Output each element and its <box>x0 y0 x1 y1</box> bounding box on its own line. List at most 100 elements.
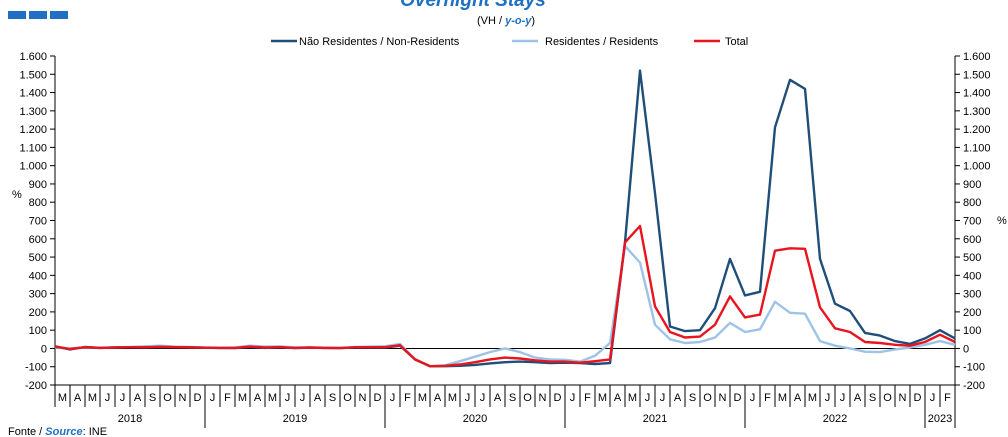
corner-logo-bars <box>8 11 68 19</box>
y-tick-label-left: 1.300 <box>19 106 47 118</box>
y-tick-label-right: 300 <box>963 289 981 301</box>
source-note: Fonte / Source: INE <box>8 426 107 437</box>
month-label: J <box>570 392 576 404</box>
y-tick-label-left: 1.100 <box>19 142 47 154</box>
month-label: A <box>614 392 622 404</box>
month-label: A <box>74 392 82 404</box>
month-label: F <box>764 392 771 404</box>
month-label: N <box>719 392 727 404</box>
y-tick-label-left: 900 <box>29 179 47 191</box>
month-label: O <box>703 392 712 404</box>
y-tick-label-left: 600 <box>29 234 47 246</box>
y-tick-label-left: 1.400 <box>19 88 47 100</box>
month-label: M <box>808 392 817 404</box>
y-tick-label-right: -100 <box>963 362 985 374</box>
year-label: 2020 <box>463 413 487 425</box>
month-label: S <box>149 392 156 404</box>
month-label: J <box>210 392 216 404</box>
y-tick-label-right: 200 <box>963 307 981 319</box>
month-label: A <box>854 392 862 404</box>
month-label: S <box>689 392 696 404</box>
y-tick-label-right: 100 <box>963 325 981 337</box>
y-tick-label-right: 1.100 <box>963 142 991 154</box>
y-tick-label-right: 500 <box>963 252 981 264</box>
month-label: D <box>914 392 922 404</box>
series-line-2 <box>54 224 956 368</box>
y-tick-label-left: 100 <box>29 325 47 337</box>
legend-label: Residentes / Residents <box>545 36 659 48</box>
year-label: 2018 <box>118 413 142 425</box>
month-label: J <box>465 392 471 404</box>
y-tick-label-left: 300 <box>29 289 47 301</box>
series-line-0 <box>54 69 956 368</box>
axes: -200 -200 -100 -100 0 0 100 100 200 200 300 300 400 4… <box>19 51 991 428</box>
month-label: M <box>268 392 277 404</box>
y-tick-label-right: 1.500 <box>963 69 991 81</box>
y-tick-label-right: 900 <box>963 179 981 191</box>
y-tick-label-left: 0 <box>41 343 47 355</box>
month-label: A <box>494 392 502 404</box>
month-label: F <box>224 392 231 404</box>
y-tick-label-left: 1.600 <box>19 51 47 63</box>
month-label: F <box>584 392 591 404</box>
y-tick-label-left: -100 <box>25 362 47 374</box>
year-label: 2021 <box>643 413 667 425</box>
y-tick-label-left: 800 <box>29 197 47 209</box>
month-label: J <box>660 392 666 404</box>
month-label: D <box>734 392 742 404</box>
month-label: J <box>645 392 651 404</box>
month-label: A <box>134 392 142 404</box>
month-label: J <box>930 392 936 404</box>
month-label: A <box>434 392 442 404</box>
y-axis-label-right: % <box>997 215 1007 227</box>
month-label: M <box>238 392 247 404</box>
y-tick-label-left: 1.500 <box>19 69 47 81</box>
month-label: F <box>944 392 951 404</box>
month-label: S <box>329 392 336 404</box>
month-label: J <box>105 392 111 404</box>
month-label: O <box>163 392 172 404</box>
month-label: J <box>480 392 486 404</box>
y-tick-label-left: 700 <box>29 216 47 228</box>
month-label: J <box>300 392 306 404</box>
month-label: S <box>869 392 876 404</box>
chart-title: Overnight Stays <box>400 0 546 11</box>
month-label: M <box>58 392 67 404</box>
month-label: M <box>448 392 457 404</box>
month-label: J <box>825 392 831 404</box>
y-tick-label-left: 1.000 <box>19 161 47 173</box>
y-tick-label-right: 400 <box>963 270 981 282</box>
month-label: D <box>374 392 382 404</box>
y-axis-label: % <box>12 189 22 201</box>
legend-label: Total <box>725 36 748 48</box>
year-label: 2023 <box>928 413 952 425</box>
month-label: S <box>509 392 516 404</box>
month-label: M <box>598 392 607 404</box>
month-label: O <box>883 392 892 404</box>
month-label: N <box>539 392 547 404</box>
month-label: J <box>120 392 126 404</box>
month-label: M <box>418 392 427 404</box>
y-tick-label-right: 1.000 <box>963 161 991 173</box>
month-label: N <box>899 392 907 404</box>
y-tick-label-right: 1.300 <box>963 106 991 118</box>
y-tick-label-left: 1.200 <box>19 124 47 136</box>
legend: Não Residentes / Non-Residents Residentes… <box>271 36 748 48</box>
month-label: D <box>554 392 562 404</box>
y-tick-label-left: 400 <box>29 270 47 282</box>
y-tick-label-left: -200 <box>25 380 47 392</box>
month-label: D <box>194 392 202 404</box>
month-label: O <box>343 392 352 404</box>
y-tick-label-left: 500 <box>29 252 47 264</box>
month-label: J <box>840 392 846 404</box>
y-tick-label-right: 1.400 <box>963 88 991 100</box>
y-tick-label-right: 0 <box>963 343 969 355</box>
y-tick-label-right: 700 <box>963 216 981 228</box>
month-label: A <box>674 392 682 404</box>
month-label: N <box>359 392 367 404</box>
y-tick-label-right: -200 <box>963 380 985 392</box>
series-lines <box>54 69 956 368</box>
year-label: 2022 <box>823 413 847 425</box>
month-label: A <box>314 392 322 404</box>
y-tick-label-right: 800 <box>963 197 981 209</box>
